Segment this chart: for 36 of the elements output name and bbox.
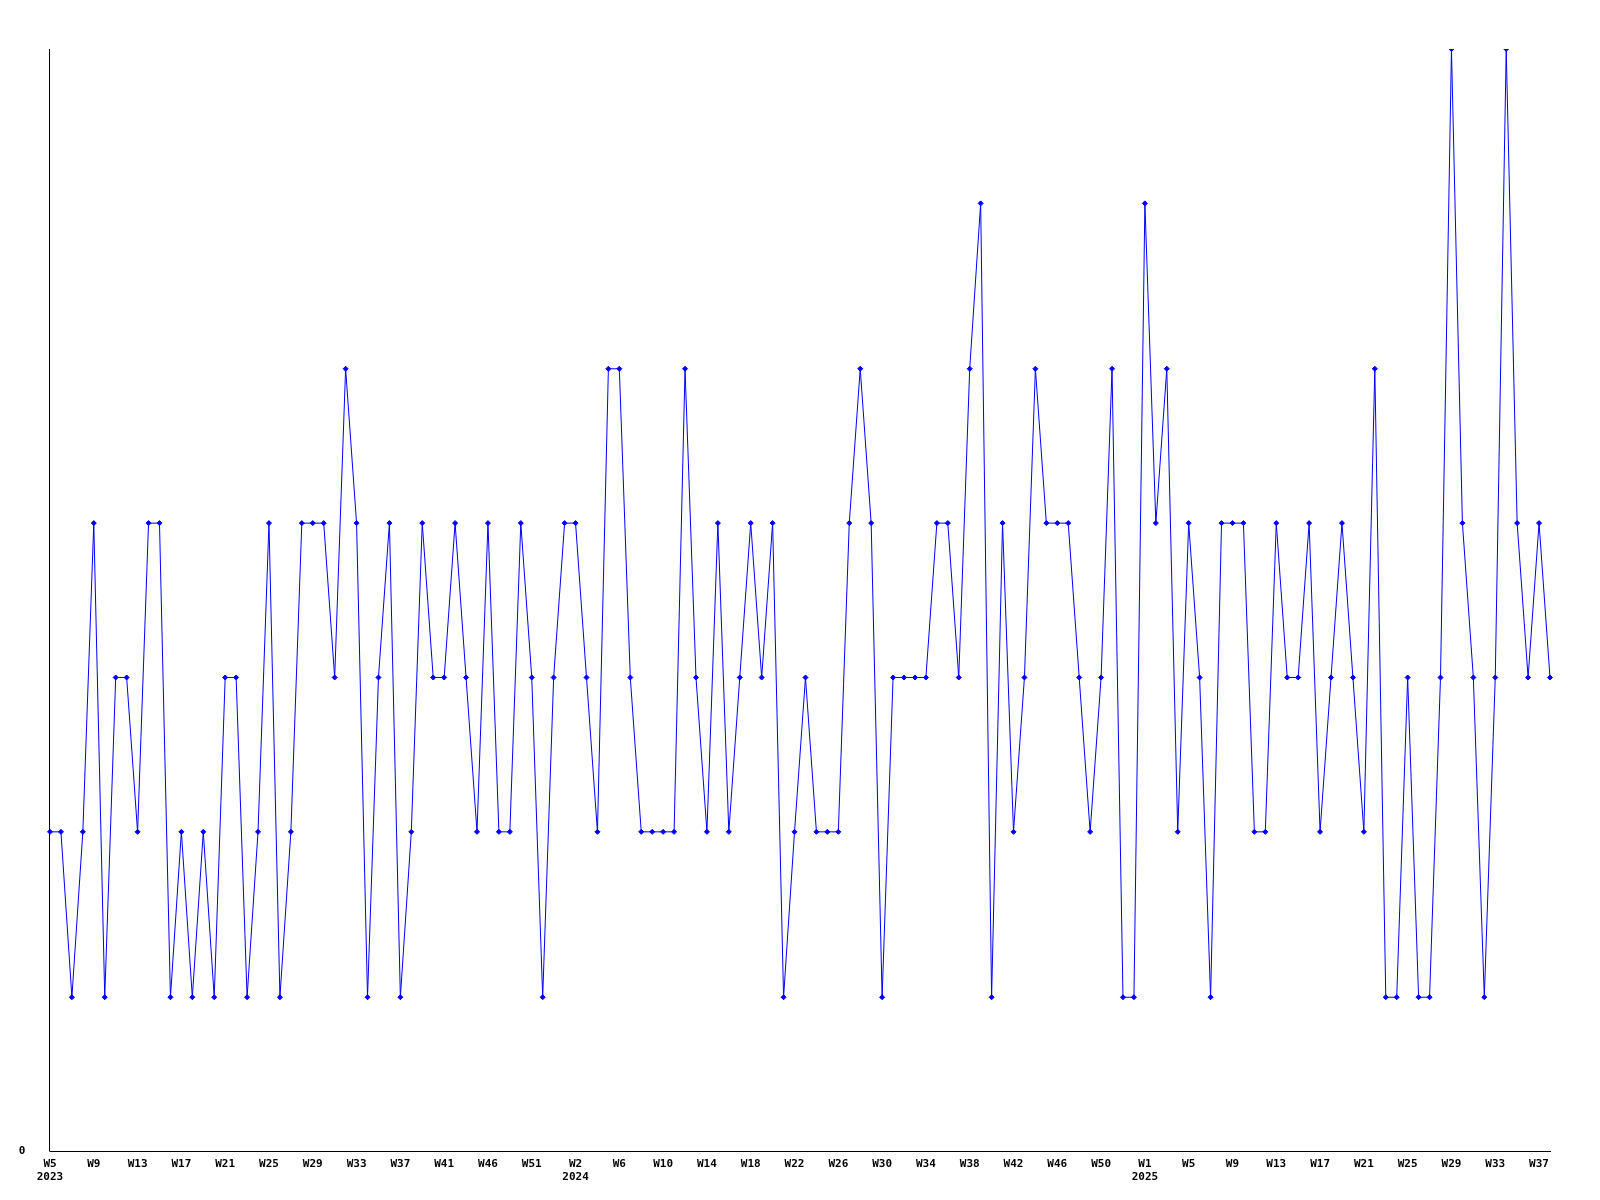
- x-tick-label: W29: [1441, 1157, 1462, 1171]
- x-tick-label: W42: [1003, 1157, 1024, 1171]
- x-tick-label: W5 2023: [36, 1157, 64, 1184]
- x-tick-label: W38: [959, 1157, 980, 1171]
- x-tick-label: W13: [127, 1157, 148, 1171]
- x-tick-label: W6: [612, 1157, 627, 1171]
- x-tick-label: W21: [215, 1157, 236, 1171]
- x-tick-label: W37: [1529, 1157, 1549, 1171]
- x-tick-label: W17: [1310, 1157, 1331, 1171]
- x-tick-label: W46: [1047, 1157, 1068, 1171]
- x-tick-label: W33: [1485, 1157, 1506, 1171]
- x-tick-label: W41: [434, 1157, 455, 1171]
- x-tick-label: W18: [740, 1157, 761, 1171]
- x-tick-label: W2 2024: [562, 1157, 590, 1184]
- x-tick-label: W34: [915, 1157, 937, 1171]
- x-tick-label: W22: [784, 1157, 805, 1171]
- x-tick-label: W5: [1182, 1157, 1196, 1171]
- x-tick-label: W30: [872, 1157, 893, 1171]
- x-tick-label: W29: [302, 1157, 323, 1171]
- x-tick-label: W1 2025: [1131, 1157, 1159, 1184]
- x-tick-label: W17: [171, 1157, 192, 1171]
- x-tick-label: W50: [1091, 1157, 1112, 1171]
- x-tick-label: W9: [1225, 1157, 1240, 1171]
- x-tick-label: W10: [653, 1157, 674, 1171]
- x-tick-label: W33: [346, 1157, 367, 1171]
- x-tick-label: W14: [697, 1157, 718, 1171]
- x-tick-label: W51: [521, 1157, 543, 1171]
- x-tick-label: W9: [87, 1157, 101, 1171]
- x-tick-label: W37: [390, 1157, 411, 1171]
- text: 0: [18, 1144, 26, 1158]
- x-tick-label: W46: [478, 1157, 499, 1171]
- x-tick-label: W21: [1353, 1157, 1375, 1171]
- x-tick-label: W13: [1266, 1157, 1287, 1171]
- x-tick-label: W25: [1397, 1157, 1418, 1171]
- x-tick-label: W26: [828, 1157, 849, 1171]
- x-tick-label: W25: [259, 1157, 279, 1171]
